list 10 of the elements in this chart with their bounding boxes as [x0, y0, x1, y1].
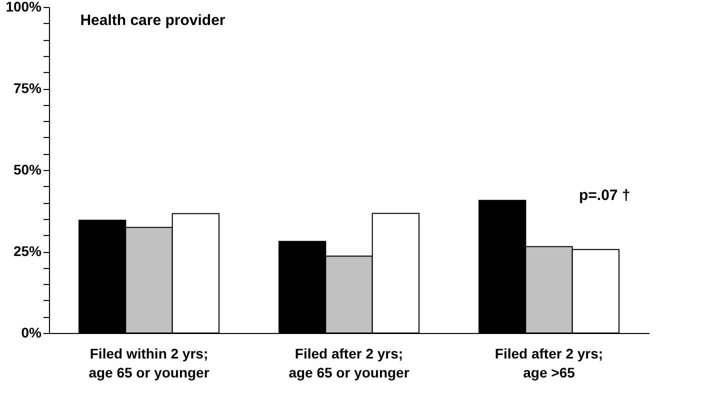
y-tick-label: 75%: [13, 80, 42, 96]
y-tick-label: 0%: [21, 324, 42, 340]
y-tick-label: 25%: [13, 243, 42, 259]
x-tick-label: Filed after 2 yrs; age >65: [494, 346, 604, 380]
annotation: p=.07 †: [579, 187, 630, 204]
y-tick-label: 50%: [13, 162, 42, 178]
y-tick-label: 100%: [6, 0, 42, 14]
chart-title: Health care provider: [80, 12, 226, 29]
x-tick-label: Filed within 2 yrs; age 65 or younger: [88, 346, 210, 380]
x-tick-label: Filed after 2 yrs; age 65 or younger: [288, 346, 410, 380]
